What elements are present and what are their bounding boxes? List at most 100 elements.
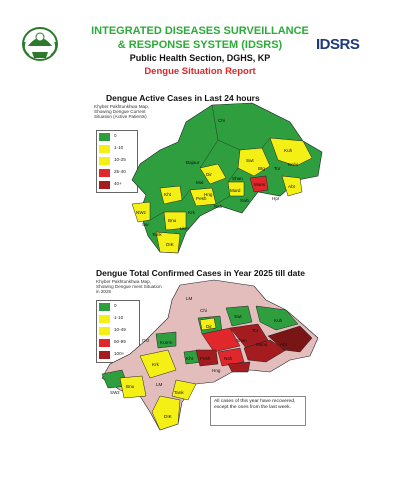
legend-swatch [99, 133, 110, 141]
district-mans [249, 175, 269, 193]
map-district-label: NWz [136, 210, 147, 215]
map2-caption: Khyber Pakhtunkhwa Map, Showing Dengue m… [96, 279, 162, 295]
map2-legend-item: 50-99 [97, 337, 139, 349]
map-district-label: Mans [256, 342, 268, 347]
map-district-label: Shan [236, 338, 247, 343]
map-district-label: Nsh [214, 204, 223, 209]
map1-legend-item: 25-40 [97, 167, 137, 179]
recovery-note-text: All cases of this year have recovered, e… [214, 399, 296, 411]
map1-legend-item: 10-25 [97, 155, 137, 167]
legend-label: 10-25 [114, 157, 126, 162]
map-district-label: Tank [152, 232, 162, 237]
map2-legend-item: 10-49 [97, 325, 139, 337]
district-dik [155, 231, 181, 254]
map-district-label: Kht [186, 356, 194, 361]
map-district-label: Swt [246, 158, 254, 163]
district-abt-darkred [243, 339, 287, 363]
map-district-label: DIK [164, 414, 173, 419]
map-district-label: LM [186, 296, 193, 301]
map-district-label: Chi [200, 308, 207, 313]
report-subtitle: Public Health Section, DGHS, KP [129, 53, 271, 63]
map-district-label: Orz [142, 338, 150, 343]
map-district-label: Bnu [126, 384, 135, 389]
district-dik-yellow [151, 395, 181, 431]
situation-report-title: Dengue Situation Report [144, 66, 256, 77]
legend-swatch [99, 169, 110, 177]
legend-label: 0 [114, 133, 117, 138]
map1-legend-item: 1-10 [97, 143, 137, 155]
map-district-label: Krk [152, 362, 160, 367]
map-district-label: SWz [110, 390, 120, 395]
district-bnu-yellow [119, 375, 147, 399]
district-bajaur-green [155, 331, 177, 349]
map-district-label: Hng [212, 368, 221, 373]
district-kuh [269, 137, 313, 167]
district-dir [199, 163, 227, 185]
map-district-label: Kuh [284, 148, 293, 153]
report-title-line2: & RESPONSE SYSTEM (IDSRS) [117, 39, 283, 51]
map1-legend-item: 0 [97, 131, 137, 143]
map2-legend: 0 1-10 10-49 50-99 100+ [96, 300, 140, 363]
district-krk-yellow [139, 349, 177, 379]
legend-label: 40+ [114, 181, 122, 186]
map-district-label: Dir [206, 172, 212, 177]
legend-label: 50-99 [114, 339, 126, 344]
map-district-label: Pesh [196, 196, 207, 201]
map-district-label: Bnu [168, 218, 177, 223]
kp-government-emblem [20, 24, 60, 62]
map1-legend: 0 1-10 10-25 25-40 40+ [96, 130, 138, 193]
map1-title: Dengue Active Cases in Last 24 hours [106, 93, 260, 103]
district-swt-yellow [199, 317, 217, 331]
map1-legend-item: 40+ [97, 179, 137, 191]
district-abt [281, 175, 303, 197]
map2-title: Dengue Total Confirmed Cases in Year 202… [96, 268, 305, 278]
district-bnu [163, 211, 187, 231]
legend-swatch [99, 157, 110, 165]
map-district-label: LM [156, 382, 163, 387]
map-district-label: Mal [196, 180, 203, 185]
district-nsh-red [217, 347, 245, 367]
legend-swatch [99, 145, 110, 153]
map-district-label: Shan [232, 176, 243, 181]
map-district-label: Btg [258, 166, 265, 171]
map-district-label: Kolai [288, 162, 298, 167]
map2-legend-item: 0 [97, 301, 139, 313]
legend-swatch [99, 181, 110, 189]
recovery-note: All cases of this year have recovered, e… [210, 396, 306, 426]
map-district-label: Abt [288, 184, 296, 189]
district-mard-red [201, 327, 241, 353]
legend-swatch [99, 315, 110, 323]
map-district-label: Tank [174, 390, 184, 395]
map1-caption: Khyber Pakhtunkhwa Map, Showing Dengue C… [94, 104, 149, 120]
map-district-label: Pesh [200, 356, 211, 361]
district-pesh-darkred [195, 349, 219, 367]
idsrs-logo-text: IDSRS [316, 36, 360, 53]
district-kuh-green [255, 305, 299, 331]
map-district-label: Abt [280, 342, 288, 347]
map2-legend-item: 100+ [97, 349, 139, 361]
legend-label: 100+ [114, 351, 125, 356]
map-district-label: Mans [254, 182, 266, 187]
legend-swatch [99, 327, 110, 335]
legend-swatch [99, 339, 110, 347]
legend-label: 1-10 [114, 315, 124, 320]
map-district-label: Hng [204, 192, 213, 197]
district-hrp-darkred [267, 325, 313, 353]
map-district-label: Hpr [272, 196, 280, 201]
map-district-label: Kht [164, 192, 172, 197]
report-title-line1: INTEGRATED DISEASES SURVEILLANCE [91, 25, 309, 37]
legend-label: 0 [114, 303, 117, 308]
district-swt [237, 147, 271, 177]
map-district-label: Dir [206, 324, 212, 329]
map-district-label: Krk [188, 210, 196, 215]
district-mard [227, 181, 245, 197]
legend-swatch [99, 303, 110, 311]
map-district-label: DIK [166, 242, 175, 247]
district-swb-darkred [227, 361, 251, 373]
map-district-label: Tor [274, 166, 281, 171]
district-mans-darkred [229, 323, 269, 349]
map-district-label: Swb [240, 198, 249, 203]
